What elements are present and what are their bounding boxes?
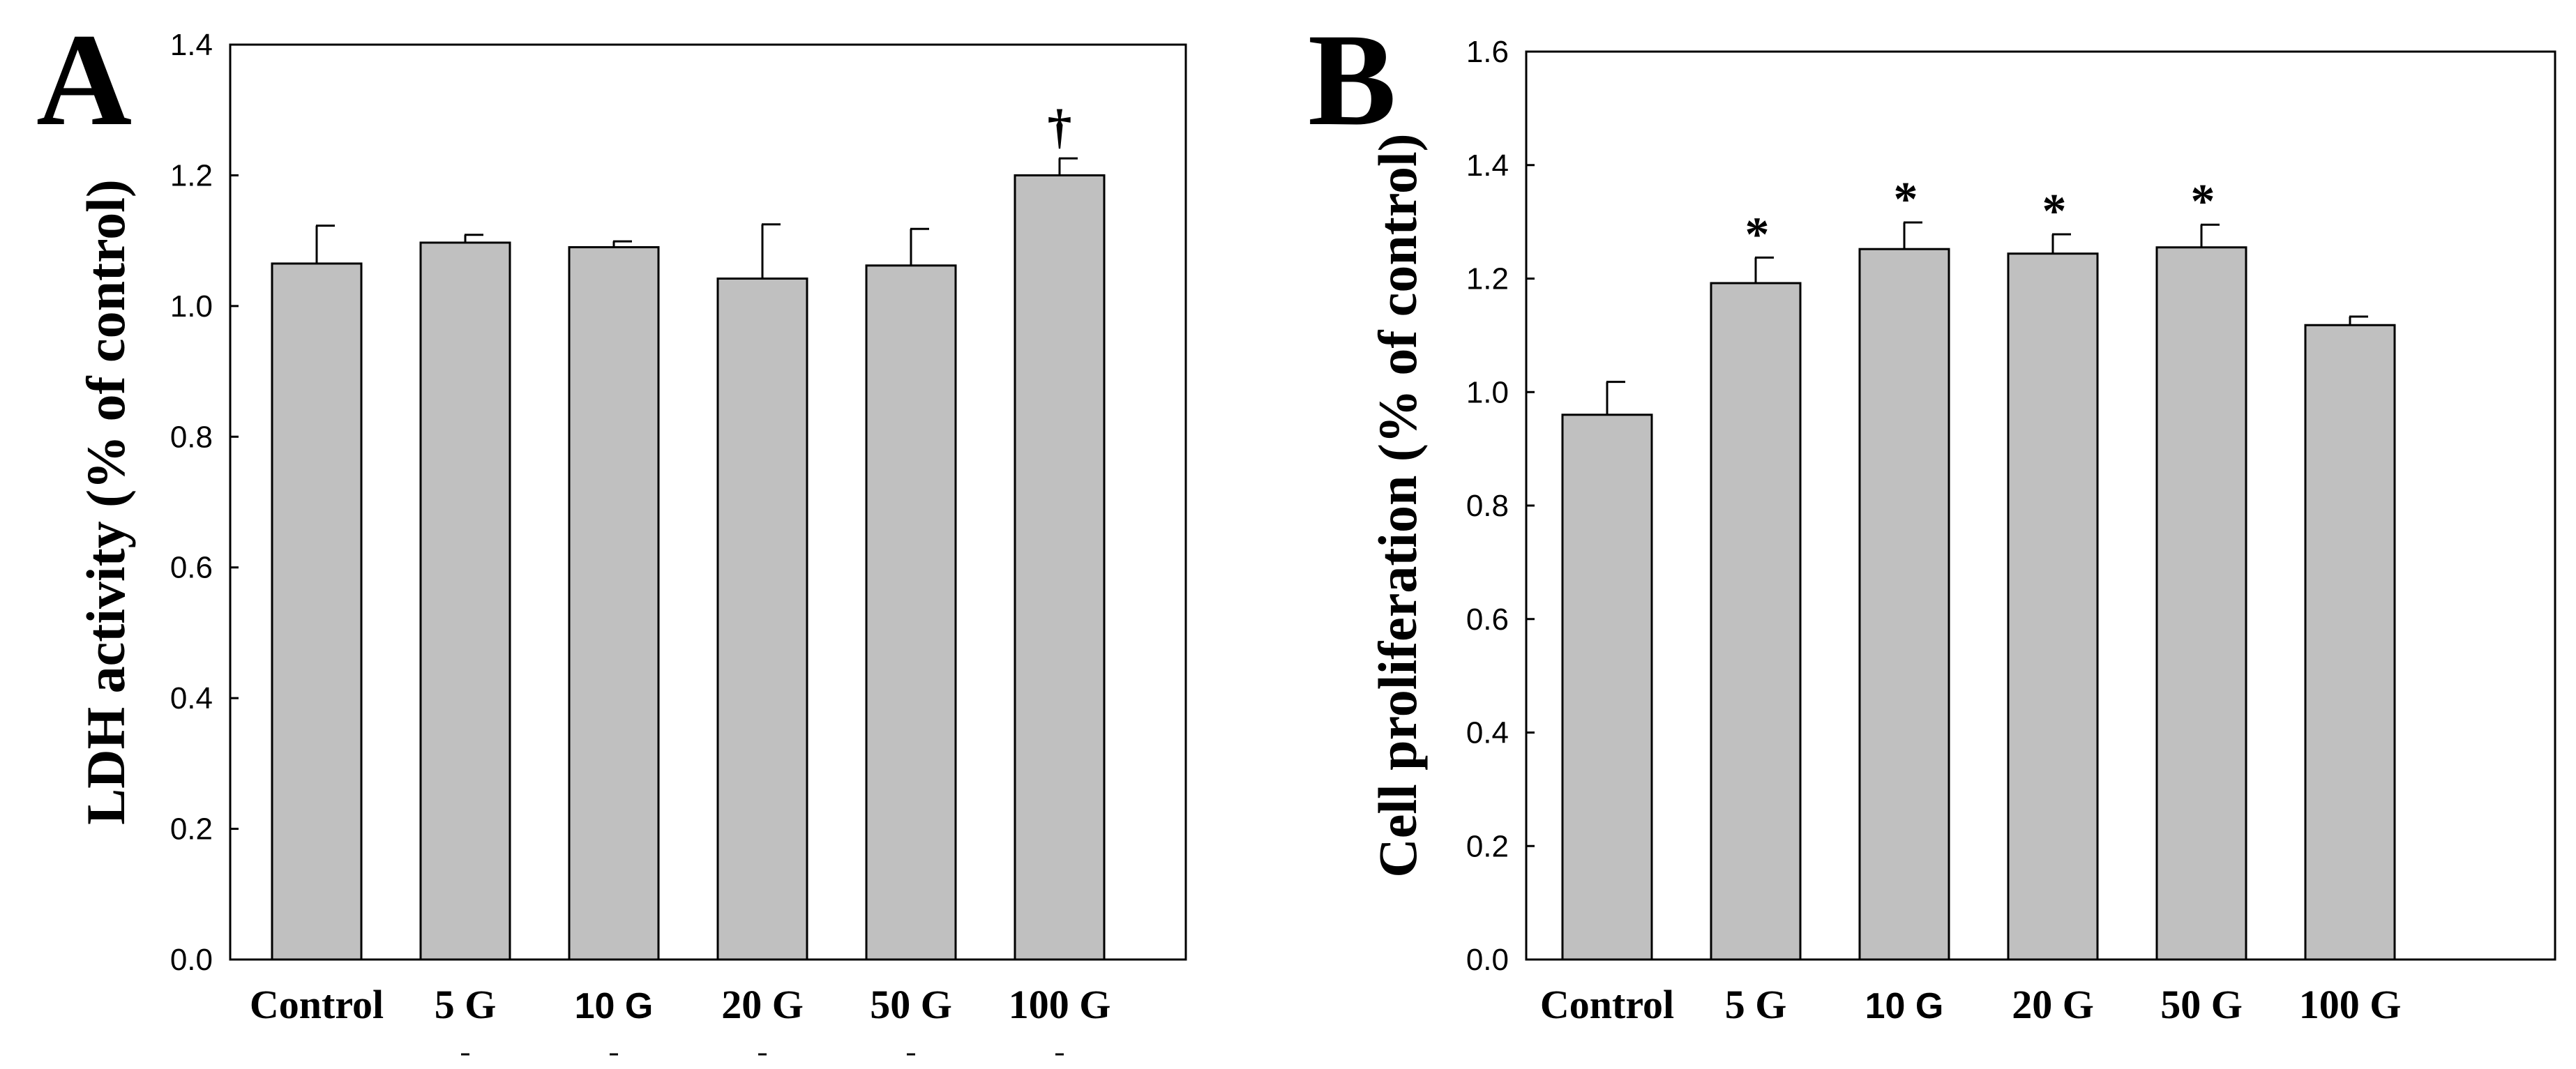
panel-letter: B — [1308, 7, 1396, 153]
y-tick-label: 1.4 — [170, 28, 213, 62]
x-tick-label: 100 G — [2299, 982, 2402, 1027]
x-tick-label: 10 G — [1865, 986, 1944, 1026]
y-tick-label: 0.4 — [170, 681, 213, 715]
significance-marker: * — [1745, 208, 1770, 261]
bar-100-g — [1014, 174, 1106, 961]
chart-panel-a: A LDH activity (% of control) 0.0 0.2 0.4 0.6… — [36, 7, 1187, 1056]
y-tick-label: 1.4 — [1466, 149, 1509, 183]
bar-5-g — [419, 241, 511, 961]
significance-marker: * — [2191, 175, 2215, 229]
x-tick-label: 10 G — [575, 986, 654, 1026]
bar-20-g — [716, 277, 808, 961]
bar-10-g — [1858, 248, 1950, 961]
plot-frame — [229, 43, 1187, 961]
y-axis-label: Cell proliferation (% of control) — [1367, 133, 1428, 877]
y-tick-label: 0.2 — [1466, 829, 1509, 863]
y-tick-label: 0.0 — [1466, 943, 1509, 977]
bar-10-g — [568, 246, 660, 961]
y-tick-label: 1.2 — [1466, 262, 1509, 296]
x-tick-label: 20 G — [2012, 982, 2094, 1027]
y-tick-label: 1.0 — [170, 289, 213, 324]
panel-letter: A — [36, 7, 132, 153]
y-tick-label: 0.0 — [170, 943, 213, 977]
bar-20-g — [2007, 252, 2099, 961]
bar-50-g — [865, 264, 957, 961]
bar-50-g — [2155, 246, 2247, 961]
y-tick-label: 0.6 — [170, 551, 213, 585]
x-tick-label: Control — [1540, 982, 1674, 1027]
y-tick-label: 0.8 — [170, 420, 213, 454]
plot-frame — [1525, 50, 2556, 961]
x-tick-label: 50 G — [870, 982, 952, 1027]
bar-100-g — [2304, 324, 2396, 961]
bar-control — [1561, 414, 1653, 961]
significance-marker: * — [2042, 185, 2067, 238]
y-tick-label: 1.6 — [1466, 35, 1509, 69]
x-tick-label: Control — [250, 982, 384, 1027]
y-axis-label: LDH activity (% of control) — [75, 179, 136, 825]
y-tick-label: 0.6 — [1466, 602, 1509, 637]
y-tick-label: 1.2 — [170, 158, 213, 192]
significance-marker: † — [1048, 100, 1072, 154]
y-tick-label: 0.2 — [170, 812, 213, 847]
x-tick-label: 50 G — [2160, 982, 2243, 1027]
bar-control — [271, 262, 363, 961]
x-tick-label: 100 G — [1009, 982, 1111, 1027]
x-tick-label: 5 G — [435, 982, 497, 1027]
y-tick-label: 0.4 — [1466, 716, 1509, 750]
significance-marker: * — [1894, 173, 1918, 227]
y-tick-label: 1.0 — [1466, 375, 1509, 409]
x-tick-label: 20 G — [721, 982, 804, 1027]
y-tick-label: 0.8 — [1466, 489, 1509, 523]
x-tick-label: 5 G — [1725, 982, 1787, 1027]
bar-5-g — [1710, 282, 1802, 961]
